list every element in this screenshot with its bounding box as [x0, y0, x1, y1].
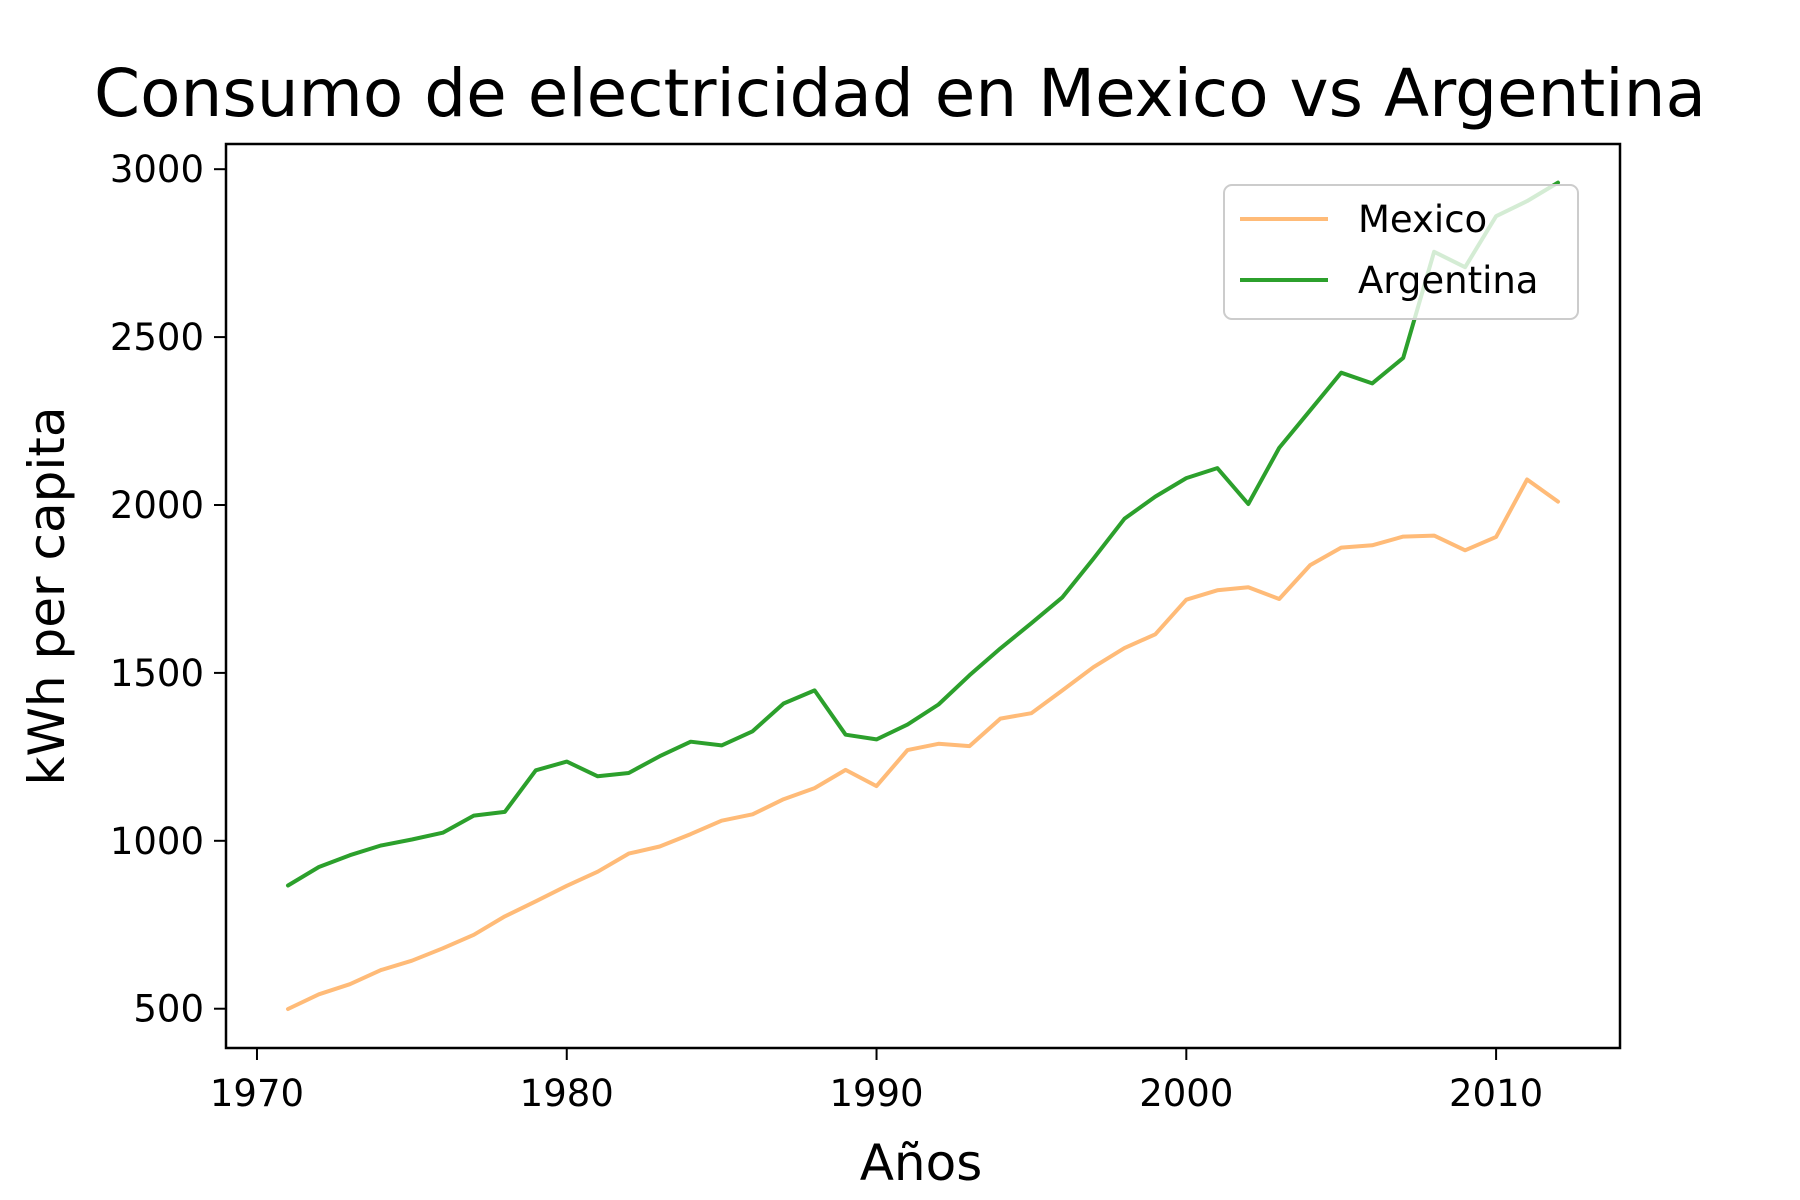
y-tick-label: 2000: [110, 484, 204, 527]
legend-label-mexico: Mexico: [1358, 198, 1487, 241]
y-tick-label: 3000: [110, 148, 204, 191]
series-line-mexico: [286, 477, 1560, 1011]
x-tick-label: 1990: [829, 1072, 923, 1115]
x-tick-label: 1970: [210, 1072, 304, 1115]
y-tick-label: 1500: [110, 652, 204, 695]
y-tick-label: 1000: [110, 820, 204, 863]
chart-title: Consumo de electricidad en Mexico vs Arg…: [94, 55, 1706, 132]
legend-label-argentina: Argentina: [1358, 259, 1538, 302]
y-axis: 500 1000 1500 2000 2500 3000: [110, 148, 226, 1031]
x-axis: 1970 1980 1990 2000 2010: [210, 1048, 1543, 1115]
series-lines: [286, 180, 1560, 1011]
series-line-argentina: [286, 180, 1560, 888]
x-tick-label: 2010: [1449, 1072, 1543, 1115]
y-axis-label: kWh per capita: [18, 407, 76, 786]
x-tick-label: 2000: [1139, 1072, 1233, 1115]
x-axis-label: Años: [860, 1134, 983, 1192]
legend: Mexico Argentina: [1223, 184, 1579, 320]
y-tick-label: 500: [133, 988, 204, 1031]
x-tick-label: 1980: [520, 1072, 614, 1115]
plot-area: [224, 142, 1622, 1050]
y-tick-label: 2500: [110, 316, 204, 359]
